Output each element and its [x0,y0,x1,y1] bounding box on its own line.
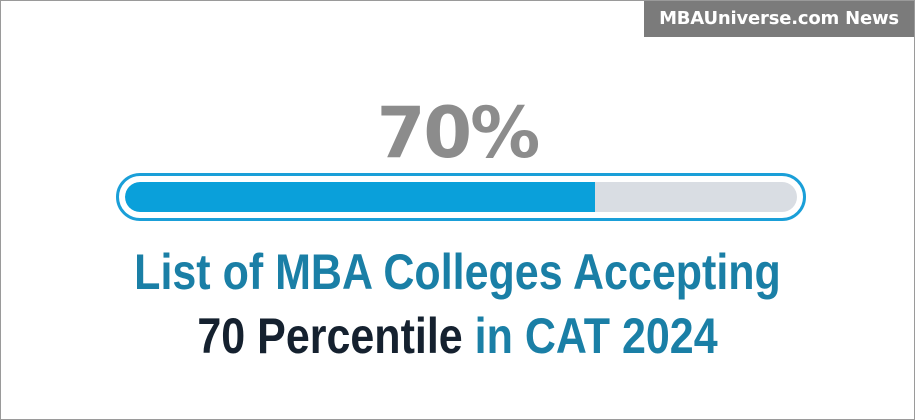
headline-line-1: List of MBA Colleges Accepting [134,244,781,300]
headline-percentile-text: 70 Percentile [197,308,463,364]
headline-line-2: 70 Percentile in CAT 2024 [65,305,850,367]
progress-fill [125,182,596,212]
progress-track [125,182,797,212]
news-source-badge: MBAUniverse.com News [644,1,914,37]
percent-label: 70% [376,92,541,174]
progress-bar [116,173,806,221]
headline-exam-text: in CAT 2024 [474,308,718,364]
